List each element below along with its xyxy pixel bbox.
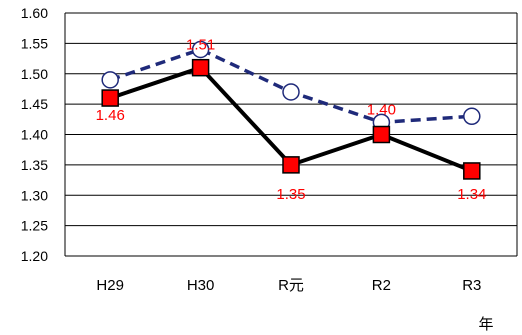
data-labels: 1.46 1.51 1.35 1.40 1.34	[96, 37, 487, 203]
data-point-square	[463, 162, 481, 180]
y-tick-label: 1.30	[21, 187, 48, 203]
y-tick-label: 1.60	[21, 5, 48, 21]
x-tick-label: R2	[372, 277, 391, 294]
data-point-square	[191, 58, 210, 77]
data-point-circle	[101, 71, 119, 89]
grid-lines	[65, 12, 517, 257]
y-tick-label: 1.45	[21, 96, 48, 112]
data-label: 1.40	[367, 102, 396, 119]
data-point-circle	[463, 107, 481, 126]
y-tick-label: 1.40	[21, 127, 48, 143]
data-label: 1.34	[457, 186, 486, 203]
data-point-square	[282, 156, 300, 174]
y-tick-label: 1.20	[21, 248, 48, 264]
data-label: 1.46	[96, 107, 125, 124]
data-label: 1.51	[186, 37, 215, 54]
data-label: 1.35	[276, 186, 305, 203]
x-tick-label: H30	[187, 277, 215, 294]
y-axis-tick-labels: 1.20 1.25 1.30 1.35 1.40 1.45 1.50 1.55 1.60	[21, 5, 48, 264]
axes	[64, 13, 518, 256]
data-point-square	[101, 89, 119, 107]
x-tick-label: R3	[462, 277, 481, 294]
y-tick-label: 1.25	[21, 218, 48, 234]
x-axis-unit-label: 年	[478, 316, 493, 333]
x-tick-label: H29	[96, 277, 124, 294]
data-point-square	[372, 125, 391, 144]
y-tick-label: 1.50	[21, 66, 48, 82]
series-group	[101, 40, 481, 180]
data-point-circle	[282, 83, 300, 101]
x-axis-tick-labels: H29 H30 R元 R2 R3	[96, 277, 481, 294]
y-tick-label: 1.55	[21, 35, 48, 51]
x-tick-label: R元	[278, 277, 304, 294]
data-point-circle	[191, 40, 210, 59]
y-tick-label: 1.35	[21, 157, 48, 173]
